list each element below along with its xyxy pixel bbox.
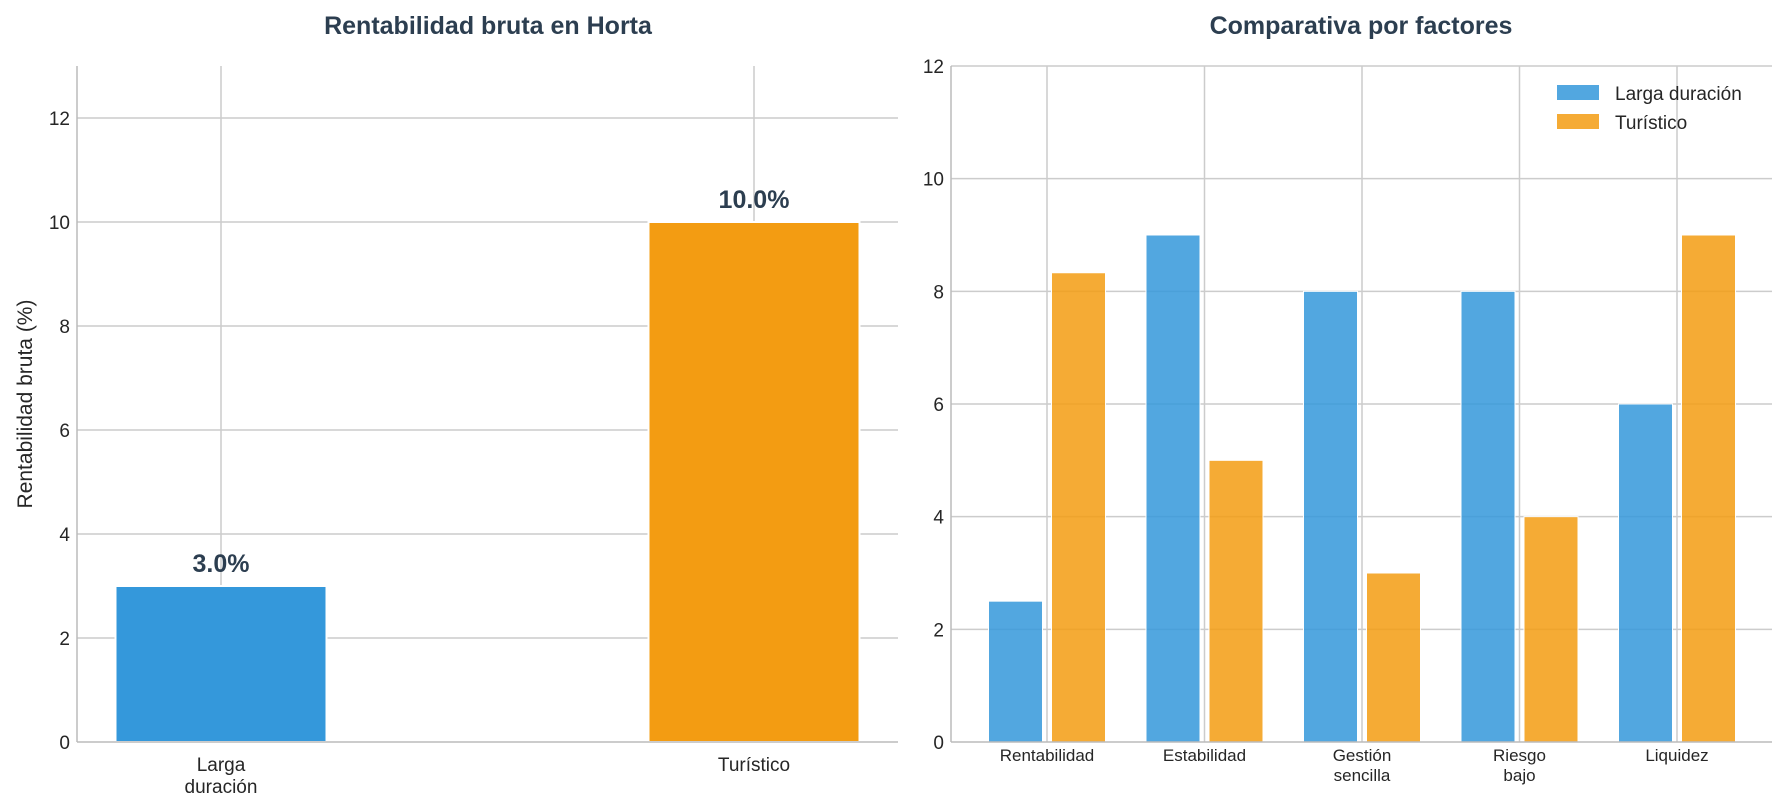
- y-tick-label: 12: [923, 57, 944, 78]
- y-tick-label: 2: [933, 620, 944, 641]
- bar: [114, 585, 328, 743]
- grid: [77, 66, 898, 742]
- bar: [1303, 290, 1358, 743]
- legend: Larga duración Turístico: [1557, 84, 1742, 134]
- data-label: 10.0%: [719, 186, 790, 214]
- y-tick-label: 2: [59, 629, 70, 650]
- chart-title: Rentabilidad bruta en Horta: [324, 12, 653, 40]
- x-tick-label: Estabilidad: [1163, 746, 1246, 765]
- legend-swatch-larga: [1557, 85, 1599, 100]
- data-label: 3.0%: [193, 550, 250, 578]
- bar: [1460, 290, 1516, 743]
- bar: [647, 221, 861, 743]
- y-tick-label: 6: [59, 421, 70, 442]
- y-tick-label: 0: [933, 733, 944, 754]
- x-ticks: Larga duración Turístico: [185, 755, 791, 798]
- y-tick-label: 10: [49, 213, 70, 234]
- y-tick-label: 4: [933, 508, 944, 529]
- bar: [988, 600, 1043, 743]
- y-tick-label: 0: [59, 733, 70, 754]
- bars: [114, 221, 861, 743]
- data-labels: 3.0% 10.0%: [193, 186, 790, 578]
- bar: [1145, 234, 1201, 743]
- legend-label: Larga duración: [1615, 84, 1742, 105]
- bar: [1681, 234, 1736, 743]
- legend-label: Turístico: [1615, 113, 1687, 134]
- bar: [1618, 403, 1673, 743]
- y-tick-label: 4: [59, 525, 70, 546]
- y-tick-label: 6: [933, 395, 944, 416]
- x-tick-label: Rentabilidad: [1000, 746, 1095, 765]
- x-tick-label: Liquidez: [1645, 746, 1708, 765]
- chart-rentabilidad-bruta: Rentabilidad bruta en Horta Rentabilidad…: [14, 12, 898, 798]
- x-tick-label: Larga duración: [185, 755, 258, 798]
- x-ticks: Rentabilidad Estabilidad Gestión sencilla Ri…: [1000, 746, 1709, 785]
- chart-comparativa-factores: Comparativa por factores 0 2 4 6 8 10 12 Renta…: [923, 12, 1772, 785]
- y-tick-label: 8: [59, 317, 70, 338]
- bars: [988, 234, 1736, 743]
- legend-swatch-turistico: [1557, 114, 1599, 129]
- bar: [1051, 272, 1106, 743]
- x-tick-label: Gestión sencilla: [1333, 746, 1392, 785]
- y-ticks: 0 2 4 6 8 10 12: [923, 57, 945, 754]
- bar: [1523, 516, 1579, 743]
- bar: [1366, 572, 1421, 743]
- y-axis-label: Rentabilidad bruta (%): [14, 300, 37, 509]
- x-tick-label: Turístico: [718, 755, 790, 776]
- y-tick-label: 12: [49, 109, 70, 130]
- y-ticks: 0 2 4 6 8 10 12: [49, 109, 71, 754]
- y-tick-label: 10: [923, 170, 944, 191]
- x-tick-label: Riesgo bajo: [1493, 746, 1546, 785]
- bar: [1208, 459, 1264, 743]
- axes: [950, 66, 1772, 743]
- axes: [76, 66, 898, 743]
- chart-title: Comparativa por factores: [1210, 12, 1513, 40]
- y-tick-label: 8: [933, 282, 944, 303]
